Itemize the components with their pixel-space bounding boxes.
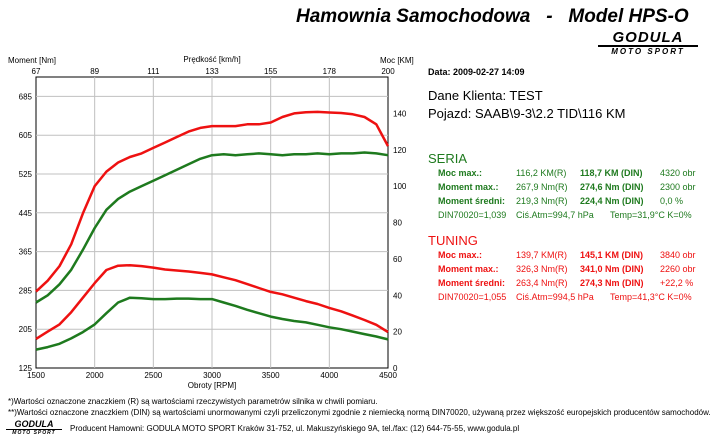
x-tick-label: 1500 bbox=[27, 371, 45, 380]
right-tick-label: 60 bbox=[393, 255, 402, 264]
logo-main-text: GODULA bbox=[598, 30, 698, 47]
page-title: Hamownia Samochodowa - Model HPS-O bbox=[296, 6, 689, 27]
value-din: 341,0 Nm (DIN) bbox=[580, 264, 644, 274]
axis-ticks: 1500 2000 2500 3000 3500 4000 4500125205285365… bbox=[19, 67, 407, 380]
value-din: 118,7 KM (DIN) bbox=[580, 168, 643, 178]
note-r: *)Wartości oznaczone znaczkiem (R) są wa… bbox=[8, 397, 378, 406]
row-label: Moment max.: bbox=[438, 264, 499, 274]
note-din: **)Wartości oznaczone znaczkiem (DIN) są… bbox=[8, 408, 711, 417]
tuning-row: Moc max.: 139,7 KM(R) 145,1 KM (DIN) 3840 o… bbox=[438, 250, 708, 262]
row-label: Moment średni: bbox=[438, 278, 506, 288]
series-group bbox=[35, 110, 390, 351]
top-tick-label: 133 bbox=[205, 67, 219, 76]
x-tick-label: 3500 bbox=[262, 371, 280, 380]
value-r: 116,2 KM(R) bbox=[516, 168, 567, 178]
x-tick-label: 3000 bbox=[203, 371, 221, 380]
value-extra: 0,0 % bbox=[660, 196, 684, 206]
left-axis-title: Moment [Nm] bbox=[8, 56, 56, 65]
right-tick-label: 40 bbox=[393, 291, 402, 300]
top-tick-label: 89 bbox=[90, 67, 99, 76]
tuning-row: Moment średni: 263,4 Nm(R) 274,3 Nm (DIN) +… bbox=[438, 278, 708, 290]
x-tick-label: 2500 bbox=[144, 371, 162, 380]
top-axis-title: Prędkość [km/h] bbox=[183, 55, 240, 64]
row-label: Moc max.: bbox=[438, 250, 483, 260]
logo-sub-text: MOTO SPORT bbox=[611, 47, 685, 56]
seria-torque-line bbox=[35, 296, 389, 351]
footer-logo-main: GODULA bbox=[6, 420, 62, 430]
seria-row: Moment średni: 219,3 Nm(R) 224,4 Nm (DIN) 0… bbox=[438, 196, 708, 208]
tuning-title: TUNING bbox=[428, 233, 478, 248]
right-tick-label: 100 bbox=[393, 182, 407, 191]
value-r: 326,3 Nm(R) bbox=[516, 264, 568, 274]
left-tick-label: 205 bbox=[19, 325, 33, 334]
tuning-torque-line bbox=[35, 263, 389, 340]
value-r: 139,7 KM(R) bbox=[516, 250, 568, 260]
value-extra: 3840 obr bbox=[660, 250, 696, 260]
top-tick-label: 200 bbox=[381, 67, 395, 76]
value-extra: 2260 obr bbox=[660, 264, 696, 274]
din-temp: Temp=31,9°C K=0% bbox=[610, 210, 692, 220]
value-r: 267,9 Nm(R) bbox=[516, 182, 568, 192]
din-temp: Temp=41,3°C K=0% bbox=[610, 292, 692, 302]
tuning-row: Moment max.: 326,3 Nm(R) 341,0 Nm (DIN) 226… bbox=[438, 264, 708, 276]
right-tick-label: 20 bbox=[393, 328, 402, 337]
row-label: Moment max.: bbox=[438, 182, 499, 192]
left-tick-label: 445 bbox=[19, 209, 33, 218]
seria-row: Moc max.: 116,2 KM(R) 118,7 KM (DIN) 4320 o… bbox=[438, 168, 708, 180]
tuning-din-line: DIN70020=1,055 Ciś.Atm=994,5 hPa Temp=41,3… bbox=[438, 292, 708, 304]
x-tick-label: 2000 bbox=[86, 371, 104, 380]
right-axis-title: Moc [KM] bbox=[380, 56, 414, 65]
seria-row: Moment max.: 267,9 Nm(R) 274,6 Nm (DIN) 230… bbox=[438, 182, 708, 194]
left-tick-label: 285 bbox=[19, 286, 33, 295]
x-tick-label: 4500 bbox=[379, 371, 397, 380]
tuning-power-line bbox=[35, 110, 390, 293]
bottom-axis-title: Obroty [RPM] bbox=[188, 381, 236, 390]
seria-din-line: DIN70020=1,039 Ciś.Atm=994,7 hPa Temp=31,9… bbox=[438, 210, 708, 222]
value-extra: 4320 obr bbox=[660, 168, 696, 178]
top-tick-label: 67 bbox=[32, 67, 41, 76]
value-din: 274,6 Nm (DIN) bbox=[580, 182, 644, 192]
left-tick-label: 125 bbox=[19, 364, 33, 373]
row-label: Moc max.: bbox=[438, 168, 483, 178]
left-tick-label: 365 bbox=[19, 248, 33, 257]
din-din: DIN70020=1,055 bbox=[438, 292, 507, 302]
row-label: Moment średni: bbox=[438, 196, 506, 206]
din-atm: Ciś.Atm=994,7 hPa bbox=[516, 210, 594, 220]
din-atm: Ciś.Atm=994,5 hPa bbox=[516, 292, 594, 302]
right-tick-label: 120 bbox=[393, 146, 407, 155]
value-r: 263,4 Nm(R) bbox=[516, 278, 568, 288]
value-din: 145,1 KM (DIN) bbox=[580, 250, 644, 260]
left-tick-label: 605 bbox=[19, 131, 33, 140]
godula-logo: GODULA MOTO SPORT bbox=[598, 30, 698, 57]
client-info: Dane Klienta: TEST bbox=[428, 88, 543, 103]
left-tick-label: 525 bbox=[19, 170, 33, 179]
footer-logo-sub: MOTO SPORT bbox=[12, 430, 56, 436]
top-tick-label: 111 bbox=[147, 67, 160, 76]
right-tick-label: 80 bbox=[393, 219, 402, 228]
seria-power-line bbox=[35, 151, 389, 304]
value-r: 219,3 Nm(R) bbox=[516, 196, 568, 206]
vehicle-info: Pojazd: SAAB\9-3\2.2 TID\116 KM bbox=[428, 106, 626, 121]
x-tick-label: 4000 bbox=[320, 371, 338, 380]
value-extra: +22,2 % bbox=[660, 278, 694, 288]
footer-logo: GODULA MOTO SPORT bbox=[6, 420, 62, 437]
seria-title: SERIA bbox=[428, 151, 468, 166]
top-tick-label: 178 bbox=[323, 67, 337, 76]
footer-producer: Producent Hamowni: GODULA MOTO SPORT Kra… bbox=[70, 424, 520, 433]
right-tick-label: 0 bbox=[393, 364, 398, 373]
test-date: Data: 2009-02-27 14:09 bbox=[428, 67, 525, 77]
value-din: 224,4 Nm (DIN) bbox=[580, 196, 644, 206]
dyno-chart: 1500 2000 2500 3000 3500 4000 4500125205285365… bbox=[8, 55, 414, 390]
value-extra: 2300 obr bbox=[660, 182, 696, 192]
right-tick-label: 140 bbox=[393, 109, 407, 118]
top-tick-label: 155 bbox=[264, 67, 278, 76]
value-din: 274,3 Nm (DIN) bbox=[580, 278, 644, 288]
left-tick-label: 685 bbox=[19, 92, 33, 101]
din-din: DIN70020=1,039 bbox=[438, 210, 507, 220]
